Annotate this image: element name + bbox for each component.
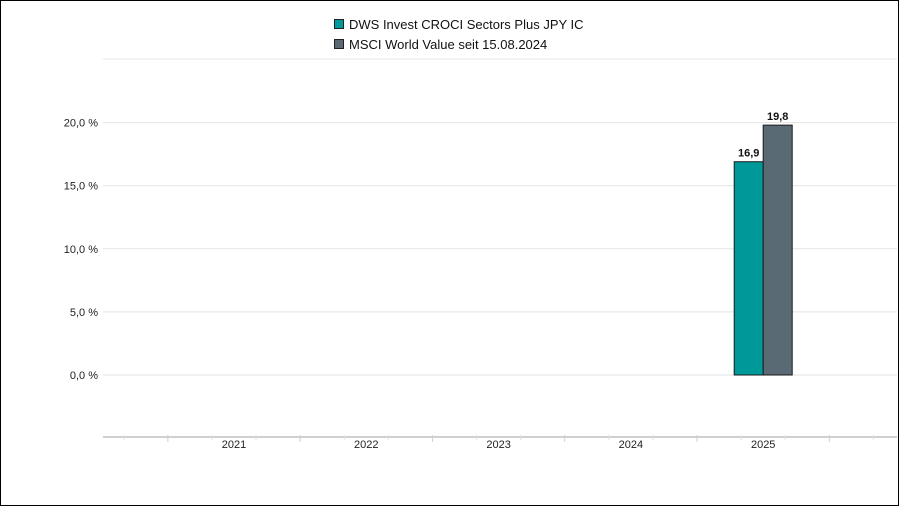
bar-2025-series-0	[733, 161, 764, 376]
x-tick-label-2024: 2024	[619, 439, 643, 451]
data-labels: 16,9 19,8	[738, 111, 788, 160]
x-tick-label-2022: 2022	[354, 439, 378, 451]
legend-item-benchmark[interactable]: MSCI World Value seit 15.08.2024	[334, 34, 584, 54]
y-tick-label-4: 20,0 %	[64, 118, 98, 130]
x-tick-label-2021: 2021	[222, 439, 246, 451]
bars	[733, 124, 793, 376]
legend-swatch-fund	[334, 19, 344, 29]
legend: DWS Invest CROCI Sectors Plus JPY IC MSC…	[334, 14, 584, 54]
x-tick-label-2023: 2023	[486, 439, 510, 451]
y-axis: 0,0 % 5,0 % 10,0 % 15,0 % 20,0 %	[64, 118, 98, 382]
data-label-2025-series-1: 19,8	[767, 111, 788, 123]
legend-label-fund: DWS Invest CROCI Sectors Plus JPY IC	[349, 16, 584, 32]
y-tick-label-2: 10,0 %	[64, 244, 98, 256]
bar-2025-series-1	[762, 124, 793, 376]
y-tick-label-3: 15,0 %	[64, 181, 98, 193]
x-axis: 2021 2022 2023 2024 2025	[103, 435, 897, 451]
y-tick-label-1: 5,0 %	[70, 307, 98, 319]
legend-item-fund[interactable]: DWS Invest CROCI Sectors Plus JPY IC	[334, 14, 584, 34]
legend-swatch-benchmark	[334, 39, 344, 49]
legend-label-benchmark: MSCI World Value seit 15.08.2024	[349, 36, 548, 52]
data-label-2025-series-0: 16,9	[738, 148, 759, 160]
y-tick-label-0: 0,0 %	[70, 370, 98, 382]
x-tick-label-2025: 2025	[751, 439, 775, 451]
